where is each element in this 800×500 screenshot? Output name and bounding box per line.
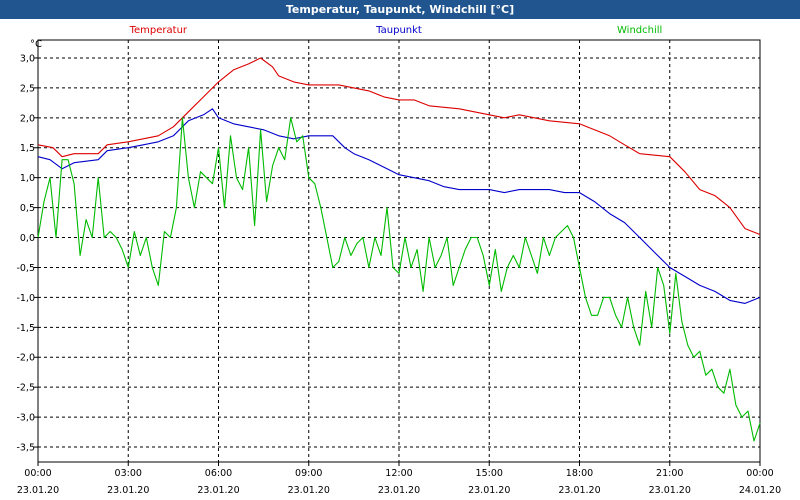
- y-tick-label: -1,5: [16, 323, 35, 334]
- y-tick-label: 0,0: [20, 233, 35, 244]
- series-lines: [37, 57, 761, 442]
- y-tick-label: -3,0: [16, 413, 35, 424]
- y-tick-label: 2,0: [20, 113, 35, 124]
- chart-title: Temperatur, Taupunkt, Windchill [°C]: [0, 0, 800, 19]
- x-tick-time-label: 03:00: [115, 468, 142, 479]
- x-tick-date-label: 23.01.20: [649, 485, 691, 496]
- x-tick-date-label: 23.01.20: [288, 485, 330, 496]
- series-line-temperatur: [37, 57, 761, 236]
- x-tick-time-label: 00:00: [24, 468, 51, 479]
- x-tick-date-label: 23.01.20: [17, 485, 59, 496]
- y-tick-label: 3,0: [20, 53, 35, 64]
- chart-background: [0, 19, 800, 500]
- x-tick-date-label: 24.01.20: [739, 485, 781, 496]
- x-tick-time-label: 15:00: [476, 468, 503, 479]
- x-tick-date-label: 23.01.20: [558, 485, 600, 496]
- legend-item-temperatur: Temperatur: [129, 25, 188, 36]
- legend-item-taupunkt: Taupunkt: [375, 25, 422, 36]
- y-tick-label: 0,5: [20, 203, 35, 214]
- x-tick-time-label: 06:00: [205, 468, 232, 479]
- y-tick-label: 1,5: [20, 143, 35, 154]
- y-tick-label: -3,5: [16, 443, 35, 454]
- y-tick-label: 1,0: [20, 173, 35, 184]
- y-tick-label: -1,0: [16, 293, 35, 304]
- legend-item-windchill: Windchill: [617, 25, 662, 36]
- y-tick-label: -2,5: [16, 383, 35, 394]
- y-tick-label: -2,0: [16, 353, 35, 364]
- x-tick-time-label: 09:00: [295, 468, 322, 479]
- grid: [38, 40, 760, 462]
- x-tick-date-label: 23.01.20: [197, 485, 239, 496]
- x-tick-time-label: 18:00: [566, 468, 593, 479]
- x-tick-date-label: 23.01.20: [378, 485, 420, 496]
- legend: Temperatur Taupunkt Windchill: [129, 25, 663, 36]
- axes: 3,0 2,5 2,0 1,5 1,0 0,5 0,0 -0,5 -1,0 -1,5 -2,0 -2,…: [16, 53, 781, 496]
- series-line-taupunkt: [37, 108, 761, 304]
- x-tick-date-label: 23.01.20: [468, 485, 510, 496]
- series-line-windchill: [37, 117, 761, 442]
- y-tick-label: -0,5: [16, 263, 35, 274]
- chart: 3,0 2,5 2,0 1,5 1,0 0,5 0,0 -0,5 -1,0 -1,5 -2,0 -2,…: [0, 19, 800, 500]
- x-tick-date-label: 23.01.20: [107, 485, 149, 496]
- x-tick-time-label: 12:00: [385, 468, 412, 479]
- x-tick-time-label: 21:00: [656, 468, 683, 479]
- y-tick-label: 2,5: [20, 83, 35, 94]
- y-axis-unit-label: °C: [30, 39, 42, 50]
- x-tick-time-label: 00:00: [746, 468, 773, 479]
